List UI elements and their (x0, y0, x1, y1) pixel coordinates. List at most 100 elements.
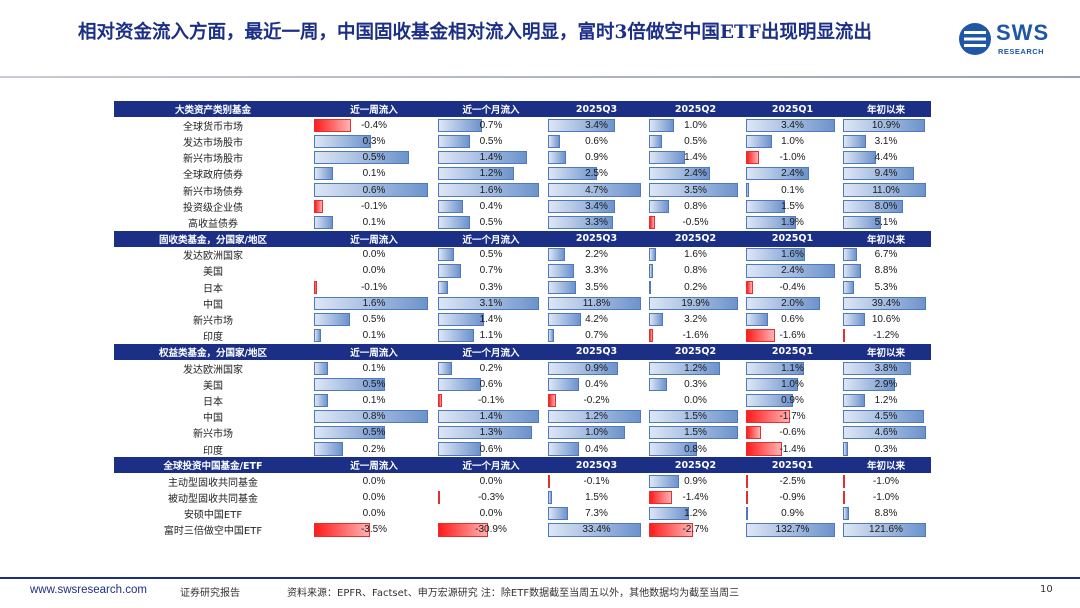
value-text: 3.3% (585, 216, 608, 228)
positive-data-bar (649, 151, 685, 165)
value-cell: 0.1% (312, 214, 436, 230)
positive-data-bar (746, 248, 806, 262)
positive-data-bar (746, 118, 836, 132)
positive-data-bar (314, 377, 386, 391)
sws-logo-icon (959, 23, 991, 55)
value-text: 6.7% (874, 249, 898, 261)
positive-data-bar (438, 377, 482, 391)
value-text: -3.5% (360, 524, 388, 536)
value-cell: 0.4% (546, 441, 647, 457)
positive-data-bar (548, 523, 641, 537)
value-text: 10.9% (871, 119, 901, 131)
positive-data-bar (843, 361, 912, 375)
value-text: 0.5% (362, 314, 386, 326)
value-text: 0.0% (684, 394, 707, 406)
positive-data-bar (438, 361, 453, 375)
value-text: 4.6% (874, 427, 898, 439)
value-text: 2.5% (585, 168, 608, 180)
value-cell: 0.0% (312, 263, 436, 279)
value-text: 0.8% (684, 265, 707, 277)
section-header-row: 全球投资中国基金/ETF 近一周流入 近一个月流入 2025Q3 2025Q2 2025Q… (114, 457, 931, 474)
value-text: 0.0% (362, 265, 386, 277)
value-cell: 0.5% (312, 311, 436, 327)
value-text: 4.7% (585, 184, 608, 196)
value-cell: 1.6% (312, 295, 436, 311)
positive-data-bar (649, 442, 697, 456)
value-text: 0.9% (585, 362, 608, 374)
value-text: 0.5% (362, 427, 386, 439)
column-header: 2025Q1 (744, 230, 841, 247)
value-text: 0.0% (362, 492, 386, 504)
negative-data-bar (438, 523, 488, 537)
positive-data-bar (438, 329, 474, 343)
value-cell: 7.3% (546, 506, 647, 522)
positive-data-bar (438, 134, 470, 149)
value-text: 0.9% (585, 152, 608, 164)
value-cell: 3.4% (546, 117, 647, 133)
value-text: 0.6% (362, 184, 386, 196)
value-text: 8.0% (874, 200, 898, 212)
value-cell: 0.0% (312, 473, 436, 489)
value-text: 1.0% (781, 378, 804, 390)
value-cell: 0.8% (647, 441, 744, 457)
value-cell: 4.2% (546, 311, 647, 327)
value-text: -0.1% (583, 475, 610, 487)
positive-data-bar (649, 183, 739, 197)
value-cell: 0.4% (436, 198, 546, 214)
value-cell: 0.2% (312, 441, 436, 457)
value-text: -0.4% (779, 281, 806, 293)
value-cell: -0.9% (744, 490, 841, 506)
positive-data-bar (649, 118, 675, 132)
value-cell: 0.5% (647, 133, 744, 149)
value-text: 0.6% (781, 314, 804, 326)
value-cell: 0.0% (312, 247, 436, 263)
website-link[interactable]: www.swsresearch.com (30, 584, 147, 596)
value-text: 0.2% (362, 443, 386, 455)
section-header-row: 固收类基金，分国家/地区 近一周流入 近一个月流入 2025Q3 2025Q2 2025Q… (114, 230, 931, 247)
negative-data-bar (649, 523, 693, 537)
column-header: 2025Q2 (647, 457, 744, 474)
positive-data-bar (548, 442, 579, 456)
positive-data-bar (314, 410, 429, 424)
value-text: 1.1% (781, 362, 804, 374)
negative-data-bar (314, 199, 324, 213)
positive-data-bar (314, 329, 322, 343)
value-text: 1.5% (781, 200, 804, 212)
row-label: 新兴市场 (193, 429, 233, 441)
value-cell: 1.0% (647, 117, 744, 133)
table-row: 被动型固收共同基金 0.0% -0.3% 1.5% -1.4% -0.9% -1.0% (114, 490, 931, 506)
table-row: 日本 0.1% -0.1% -0.2% 0.0% 0.9% 1.2% (114, 392, 931, 408)
value-cell: 2.0% (744, 295, 841, 311)
positive-data-bar (548, 377, 579, 391)
positive-data-bar (438, 296, 540, 310)
value-cell: 3.1% (841, 133, 931, 149)
row-label: 主动型固收共同基金 (168, 477, 258, 489)
value-text: 0.1% (362, 362, 386, 374)
positive-data-bar (746, 183, 749, 197)
value-text: -1.6% (682, 330, 709, 342)
positive-data-bar (746, 393, 794, 408)
positive-data-bar (746, 361, 804, 375)
value-cell: 0.3% (436, 279, 546, 295)
positive-data-bar (548, 151, 566, 165)
column-header: 2025Q3 (546, 457, 647, 474)
value-cell: 0.5% (312, 150, 436, 166)
value-text: 1.2% (874, 394, 898, 406)
value-cell: 1.2% (647, 360, 744, 376)
value-cell: 0.1% (312, 328, 436, 344)
value-cell: 5.3% (841, 279, 931, 295)
row-label: 印度 (203, 445, 223, 457)
value-text: -1.0% (872, 475, 900, 487)
value-cell: 2.2% (546, 247, 647, 263)
value-cell: 0.2% (647, 279, 744, 295)
value-cell: 2.4% (744, 263, 841, 279)
value-text: 0.4% (479, 200, 503, 212)
negative-data-bar (314, 280, 318, 294)
value-cell: 33.4% (546, 522, 647, 538)
positive-data-bar (649, 312, 664, 327)
section-title: 权益类基金，分国家/地区 (114, 343, 312, 360)
positive-data-bar (548, 199, 616, 213)
positive-data-bar (438, 183, 540, 197)
value-text: 121.6% (869, 524, 903, 536)
value-text: 1.6% (362, 297, 386, 309)
